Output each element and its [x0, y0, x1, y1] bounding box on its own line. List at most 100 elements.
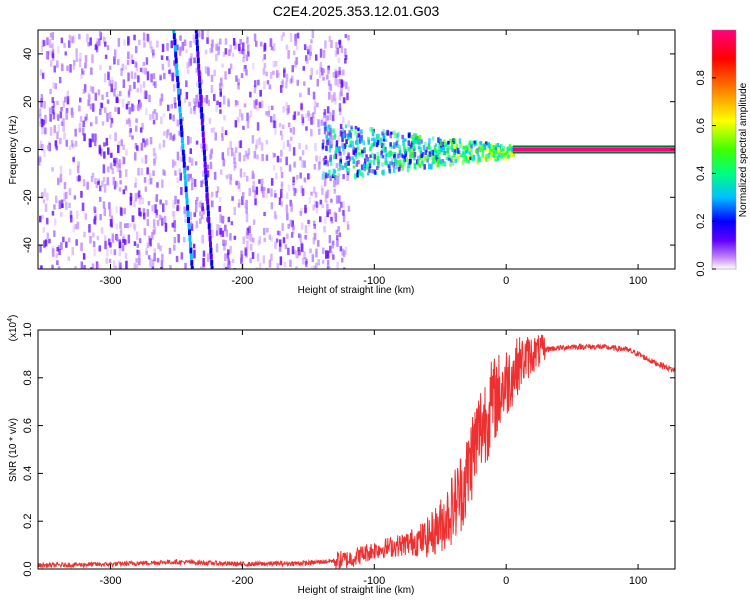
noise-cell [198, 201, 201, 208]
noise-cell [124, 185, 128, 191]
band-cell [417, 139, 420, 145]
colorbar-tick-label: 0.6 [695, 118, 707, 133]
band-cell [435, 154, 438, 160]
noise-cell [287, 105, 290, 114]
noise-cell [292, 176, 295, 183]
band-cell [437, 137, 440, 143]
y-tick-label: 0.0 [22, 561, 34, 576]
drift-line-cell [187, 217, 190, 223]
noise-cell [138, 258, 141, 266]
noise-cell [215, 53, 218, 62]
noise-cell [68, 40, 71, 48]
noise-cell [310, 128, 313, 137]
band-cell [354, 149, 357, 156]
noise-cell [337, 226, 340, 232]
noise-cell [71, 247, 74, 256]
noise-cell [215, 43, 218, 51]
snr-y-scale-close: ) [8, 315, 19, 318]
noise-cell [287, 184, 291, 192]
band-cell [485, 153, 489, 157]
band-cell [347, 134, 350, 140]
noise-cell [335, 163, 339, 168]
noise-cell [117, 107, 120, 115]
noise-cell [315, 69, 319, 75]
noise-cell [218, 224, 221, 231]
x-tick-label: 100 [629, 275, 647, 287]
noise-cell [260, 100, 264, 109]
noise-cell [56, 131, 59, 140]
noise-cell [160, 260, 164, 269]
noise-cell [46, 37, 49, 46]
noise-cell [94, 44, 98, 50]
band-cell [462, 158, 465, 162]
noise-cell [89, 103, 93, 110]
noise-cell [289, 259, 292, 267]
drift-line-cell [179, 118, 183, 125]
spectrogram-marks [38, 30, 675, 269]
noise-cell [243, 65, 246, 72]
noise-cell [63, 42, 66, 48]
drift-line-cell [210, 259, 214, 266]
band-cell [348, 156, 352, 162]
noise-cell [228, 261, 232, 269]
noise-cell [80, 73, 83, 80]
noise-cell [304, 235, 307, 240]
band-cell [496, 156, 500, 161]
noise-cell [171, 72, 174, 82]
band-cell [347, 160, 350, 166]
noise-cell [47, 144, 50, 151]
noise-cell [113, 249, 117, 256]
noise-cell [265, 154, 269, 161]
noise-cell [139, 101, 142, 107]
noise-cell [142, 138, 145, 143]
band-cell [345, 160, 348, 166]
band-cell [462, 146, 466, 153]
noise-cell [303, 81, 306, 86]
noise-cell [133, 241, 137, 246]
noise-cell [154, 204, 157, 213]
noise-cell [160, 55, 164, 60]
drift-line-cell [195, 39, 199, 46]
noise-cell [150, 46, 154, 53]
noise-cell [331, 243, 334, 249]
band-cell [325, 145, 328, 151]
noise-cell [149, 137, 153, 145]
noise-cell [142, 208, 146, 217]
noise-cell [102, 201, 106, 209]
band-cell [397, 153, 400, 159]
noise-cell [59, 174, 63, 183]
band-cell [419, 150, 423, 154]
noise-cell [246, 112, 249, 122]
noise-cell [244, 247, 247, 256]
noise-cell [296, 174, 299, 180]
noise-cell [230, 221, 234, 226]
noise-cell [122, 144, 125, 150]
band-cell [437, 162, 440, 168]
noise-cell [78, 122, 82, 132]
x-tick-label: 0 [503, 575, 509, 587]
noise-cell [51, 42, 54, 49]
noise-cell [108, 202, 111, 210]
noise-cell [318, 128, 321, 135]
band-cell [394, 160, 397, 167]
noise-cell [336, 79, 340, 87]
band-cell [363, 146, 367, 151]
drift-line-cell [183, 167, 187, 174]
noise-cell [149, 173, 152, 181]
drift-line-cell [178, 106, 182, 113]
band-cell [354, 173, 357, 180]
noise-cell [229, 245, 232, 254]
noise-cell [145, 247, 148, 255]
x-tick-label: 100 [629, 575, 647, 587]
noise-cell [265, 140, 269, 145]
noise-cell [155, 112, 158, 120]
band-cell [496, 143, 500, 147]
noise-cell [295, 250, 298, 259]
noise-cell [299, 211, 302, 216]
noise-cell [272, 61, 276, 68]
colorbar-frame [711, 29, 737, 270]
band-cell [406, 166, 410, 173]
band-cell [326, 124, 329, 128]
noise-cell [227, 173, 231, 179]
noise-cell [321, 67, 324, 76]
